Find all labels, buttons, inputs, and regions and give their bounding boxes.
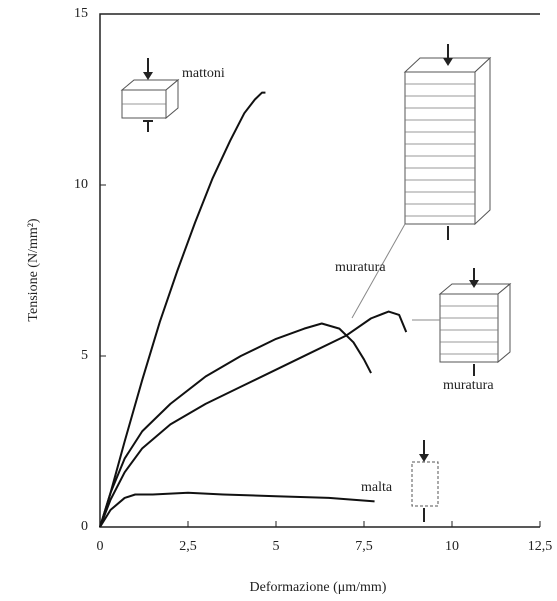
- y-axis-label: Tensione (N/mm²): [26, 218, 41, 321]
- prism-front: [404, 71, 476, 225]
- y-tick-label: 15: [74, 6, 88, 21]
- arrowhead: [419, 454, 429, 462]
- x-tick-label: 7,5: [355, 539, 373, 554]
- y-tick-label: 5: [81, 348, 88, 363]
- y-tick-label: 10: [74, 177, 88, 192]
- arrowhead: [469, 280, 479, 288]
- mortar-icon: [411, 461, 439, 507]
- series-label: mattoni: [182, 66, 225, 81]
- x-tick-label: 0: [97, 539, 104, 554]
- prism-side: [474, 56, 491, 226]
- arrowhead: [443, 58, 453, 66]
- series-label: muratura: [443, 378, 494, 393]
- series-label: malta: [361, 480, 393, 495]
- brick-icon-side: [165, 78, 179, 120]
- curve: [99, 91, 266, 528]
- x-tick-label: 12,5: [528, 539, 553, 554]
- curve: [99, 310, 408, 528]
- curve: [99, 322, 372, 528]
- stack-front: [439, 293, 499, 363]
- icons: [120, 44, 512, 522]
- y-tick-label: 0: [81, 519, 88, 534]
- x-tick-label: 5: [273, 539, 280, 554]
- stack-side: [497, 282, 511, 364]
- x-axis-label: Deformazione (μm/mm): [250, 580, 387, 595]
- plot-frame: [99, 13, 540, 528]
- curve: [99, 491, 375, 528]
- x-tick-label: 10: [445, 539, 459, 554]
- arrowhead: [143, 72, 153, 80]
- leader-line: [351, 223, 406, 319]
- x-tick-label: 2,5: [179, 539, 197, 554]
- series-label: muratura: [335, 260, 386, 275]
